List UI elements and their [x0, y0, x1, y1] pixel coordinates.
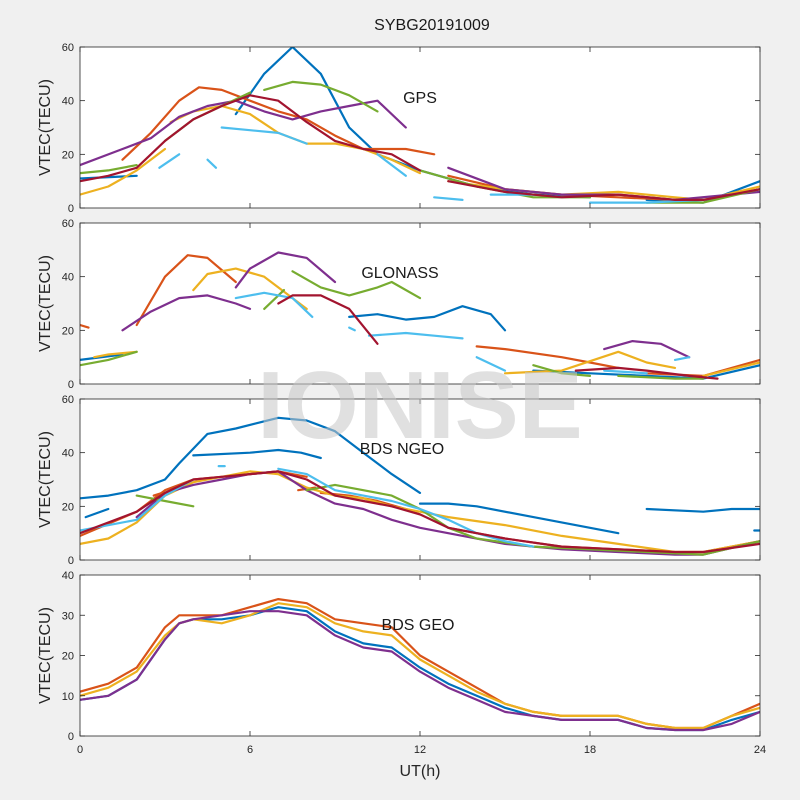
y-tick-label: 30: [62, 610, 74, 622]
y-tick-label: 40: [62, 272, 74, 284]
plot-area: [80, 223, 760, 384]
y-tick-label: 20: [62, 501, 74, 513]
series-line: [475, 356, 507, 372]
series-line: [80, 353, 124, 361]
series-line: [503, 350, 677, 375]
y-tick-label: 0: [68, 203, 74, 215]
series-line: [80, 470, 760, 554]
y-tick-label: 20: [62, 149, 74, 161]
x-tick-label: 12: [414, 744, 426, 756]
y-tick-label: 0: [68, 555, 74, 567]
y-tick-label: 40: [62, 570, 74, 582]
y-axis-label: VTEC(TECU): [37, 607, 54, 704]
series-line: [80, 147, 167, 196]
series-line: [93, 350, 138, 359]
series-line: [234, 47, 592, 199]
panel-label: GPS: [403, 90, 437, 107]
series-line: [433, 196, 464, 201]
series-line: [532, 364, 760, 380]
series-line: [158, 153, 181, 169]
series-line: [277, 294, 379, 345]
panel-label: BDS GEO: [382, 617, 455, 634]
series-line: [80, 99, 407, 167]
series-line: [645, 507, 760, 513]
y-tick-label: 20: [62, 651, 74, 663]
series-line: [135, 470, 760, 556]
panel-label: GLONASS: [361, 265, 438, 282]
series-line: [277, 467, 535, 548]
panel-bds-geo: 0 10 20 30 40 0 6 12 18 24 VTEC(TECU) BDS GEO: [37, 570, 766, 756]
series-line: [702, 361, 760, 377]
watermark: IONISE: [257, 352, 582, 459]
y-tick-label: 0: [68, 731, 74, 743]
y-tick-label: 60: [62, 42, 74, 54]
figure-title: SYBG20191009: [374, 17, 490, 34]
y-tick-label: 0: [68, 379, 74, 391]
panel-glonass: 0 20 40 60 VTEC(TECU) GLONASS: [37, 218, 761, 391]
series-line: [348, 305, 507, 332]
x-axis-label: UT(h): [400, 763, 441, 780]
x-tick-label: 24: [754, 744, 766, 756]
series-line: [121, 294, 252, 332]
series-line: [532, 364, 592, 377]
y-axis-label: VTEC(TECU): [37, 431, 54, 528]
y-axis-label: VTEC(TECU): [37, 255, 54, 352]
series-line: [220, 126, 308, 145]
series-line: [305, 483, 760, 556]
plot-area: [80, 47, 760, 208]
series-line: [348, 326, 356, 332]
series-line: [447, 166, 760, 201]
series-line: [367, 331, 464, 340]
x-tick-label: 18: [584, 744, 596, 756]
series-line: [80, 478, 195, 532]
series-group: [80, 251, 760, 380]
y-tick-label: 60: [62, 394, 74, 406]
series-line: [263, 289, 286, 310]
panel-bds-ngeo: 0 20 40 60 VTEC(TECU) BDS NGEO: [37, 394, 761, 567]
y-axis-label: VTEC(TECU): [37, 79, 54, 176]
series-line: [376, 153, 407, 177]
series-line: [121, 86, 436, 161]
series-line: [603, 369, 648, 375]
series-line: [84, 507, 110, 519]
series-line: [263, 80, 379, 113]
x-tick-label: 0: [77, 744, 83, 756]
series-line: [418, 502, 620, 535]
y-tick-label: 20: [62, 325, 74, 337]
series-line: [80, 416, 422, 500]
y-tick-label: 40: [62, 96, 74, 108]
series-line: [475, 345, 620, 369]
panel-label: BDS NGEO: [360, 441, 444, 458]
series-line: [617, 374, 705, 380]
series-line: [673, 356, 691, 361]
series-line: [80, 350, 138, 367]
series-line: [291, 270, 422, 300]
series-line: [80, 610, 760, 732]
series-line: [206, 158, 218, 169]
series-line: [135, 254, 237, 327]
series-group: [80, 47, 760, 204]
series-line: [135, 494, 195, 508]
series-group: [80, 598, 760, 732]
series-line: [603, 340, 691, 359]
x-tick-label: 6: [247, 744, 253, 756]
y-tick-label: 40: [62, 448, 74, 460]
series-line: [574, 366, 719, 380]
series-line: [447, 180, 760, 201]
series-group: [80, 416, 760, 556]
y-tick-label: 60: [62, 218, 74, 230]
series-line: [234, 251, 337, 289]
series-line: [80, 164, 138, 175]
series-line: [80, 323, 90, 329]
series-line: [192, 448, 322, 460]
series-line: [152, 491, 164, 497]
panel-gps: 0 20 40 60 VTEC(TECU) GPS: [37, 42, 761, 215]
series-line: [80, 94, 422, 183]
series-line: [234, 291, 314, 318]
y-tick-label: 10: [62, 691, 74, 703]
